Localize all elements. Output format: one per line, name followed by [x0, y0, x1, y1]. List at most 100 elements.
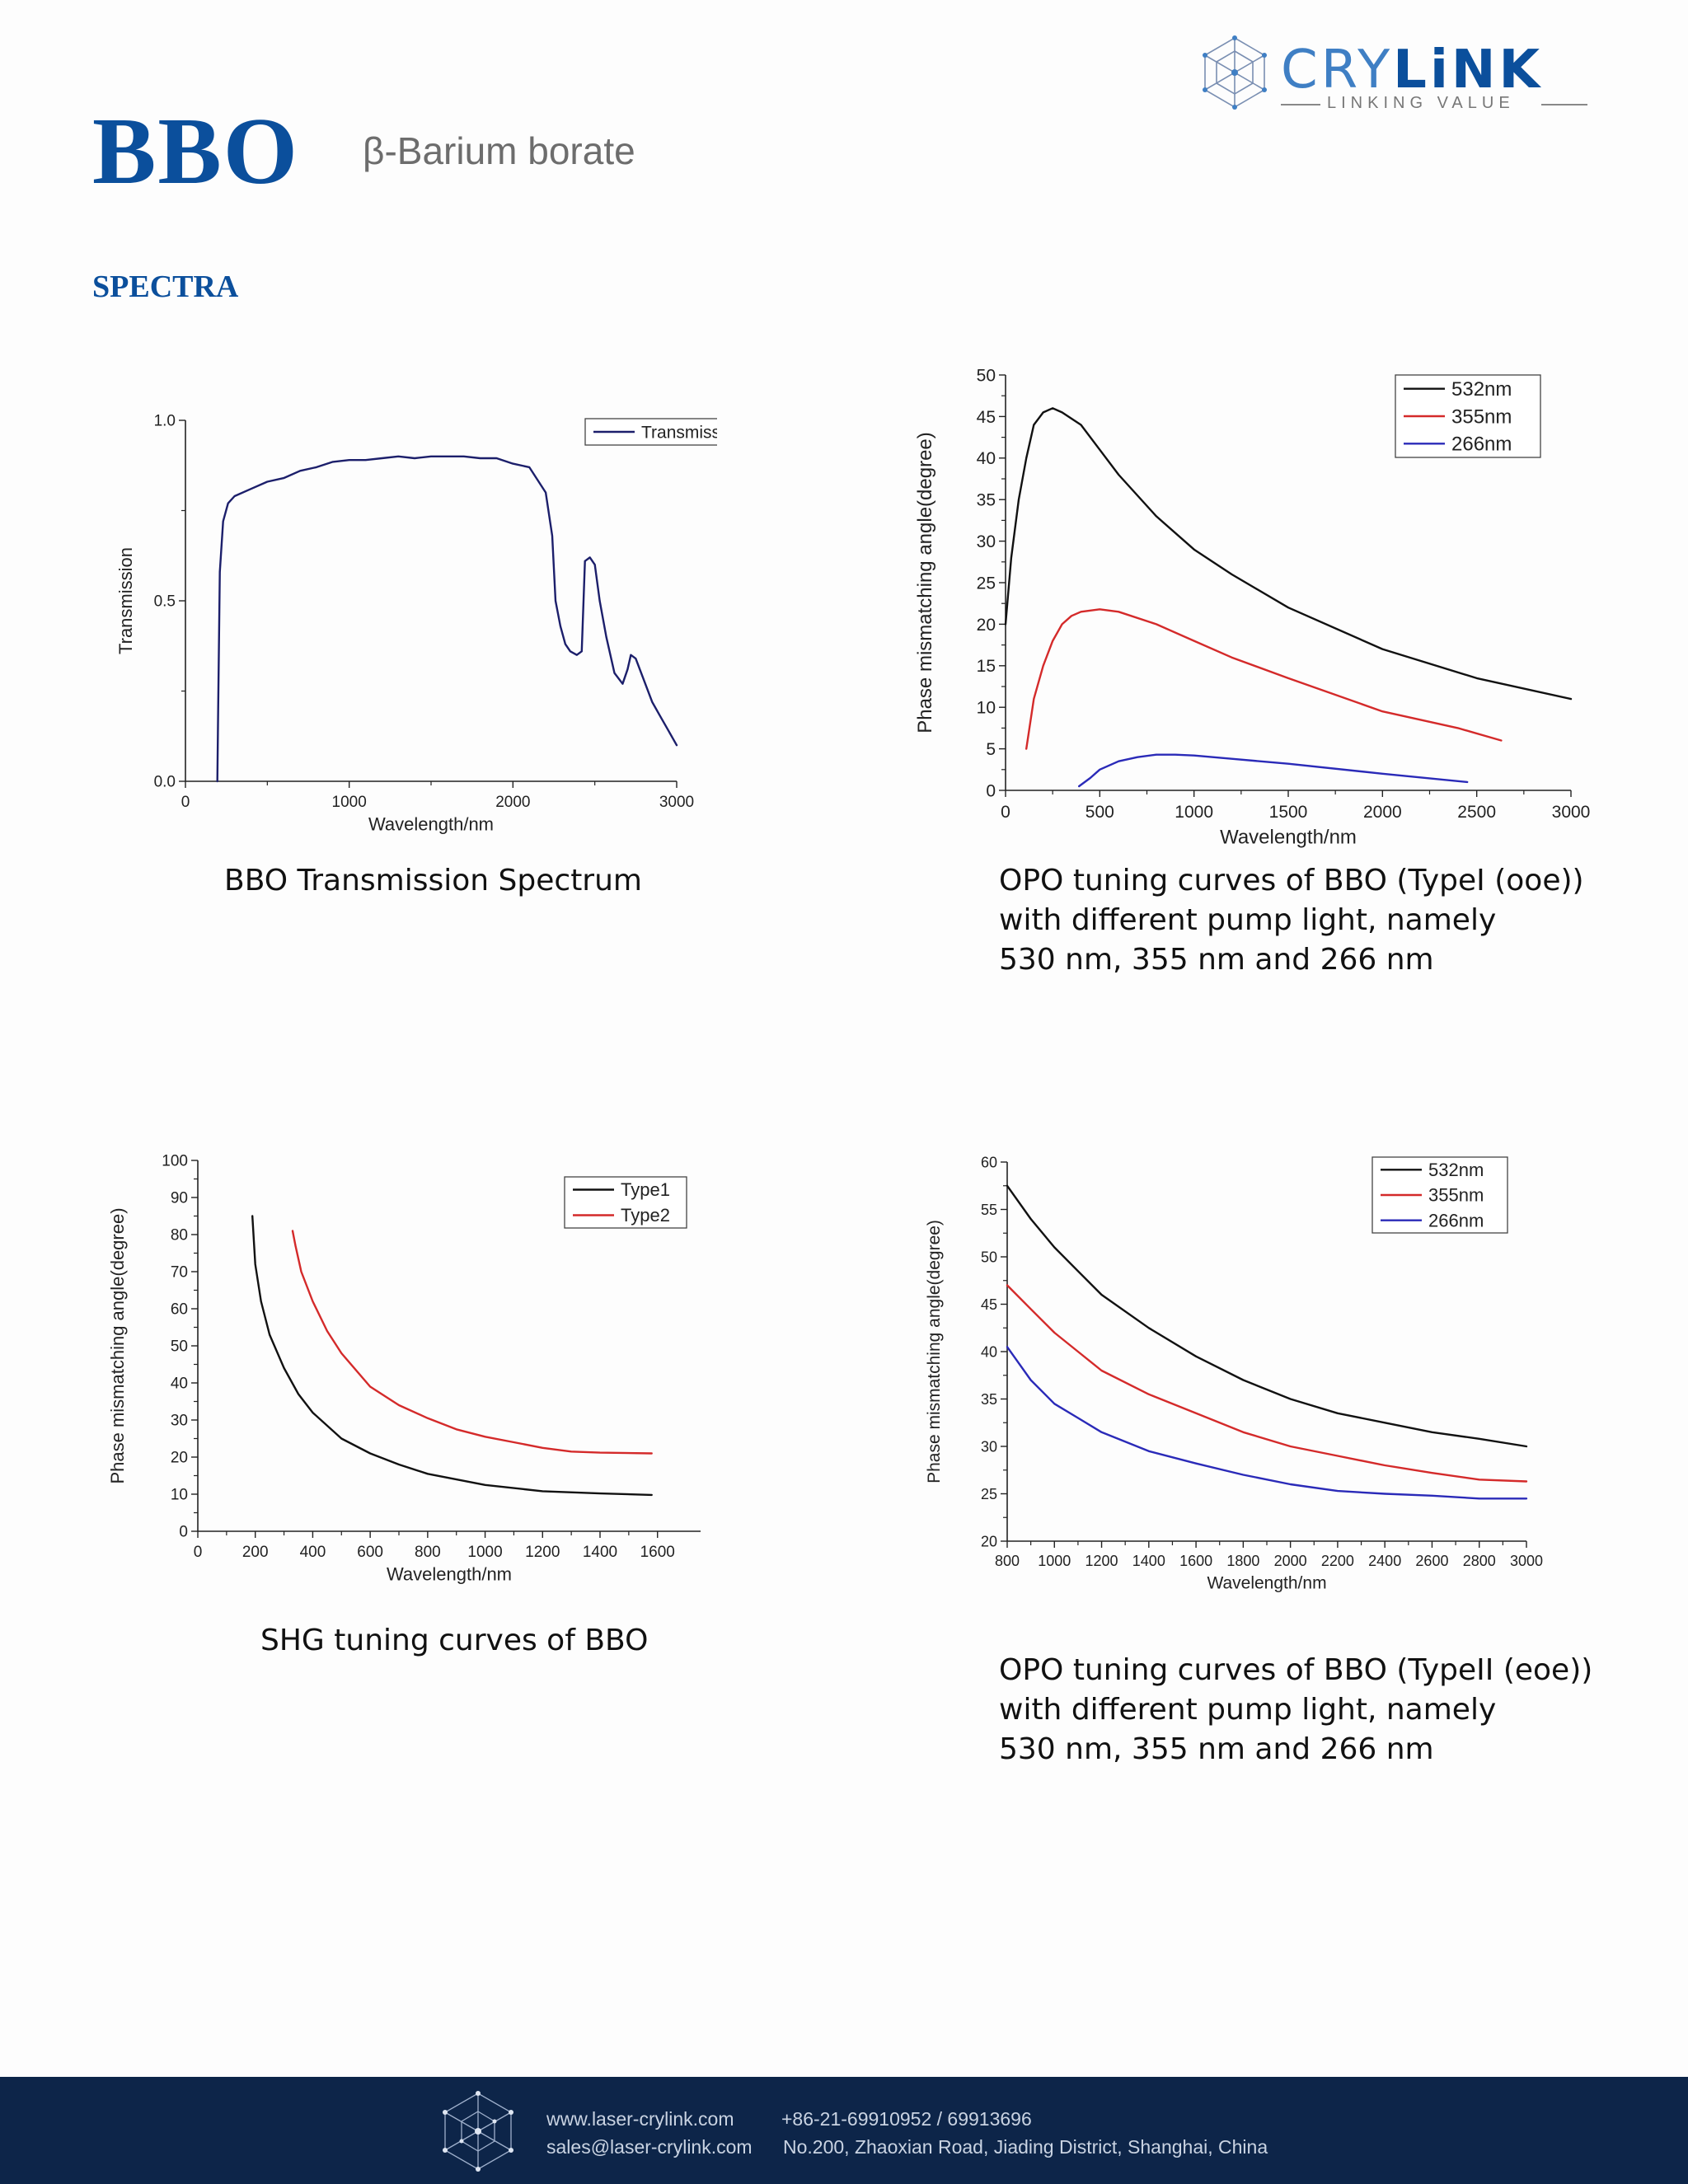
chart3-y-tick-label: 35: [981, 1391, 997, 1408]
caption-opo-type2-line1: OPO tuning curves of BBO (TypeII (eoe)): [999, 1653, 1593, 1687]
chart1-x-tick-label: 2000: [1363, 803, 1402, 822]
chart3-x-tick-label: 2400: [1368, 1553, 1401, 1569]
chart2-x-tick-label: 0: [194, 1544, 203, 1561]
chart2-x-tick-label: 1400: [583, 1544, 617, 1561]
chart0-y-axis-title: Transmission: [115, 547, 136, 654]
chart2-legend-box: [564, 1176, 687, 1229]
chart2-series-type1-line: [251, 1215, 653, 1497]
chart3-x-tick-label: 1800: [1226, 1553, 1259, 1569]
chart0-x-tick-label: 3000: [659, 794, 694, 811]
chart3-legend-label: 532nm: [1428, 1160, 1484, 1180]
chart1-x-tick-label: 2500: [1457, 803, 1496, 822]
chart1-x-tick-label: 3000: [1552, 803, 1591, 822]
shg-chart: 0 200 400 600 800 1000 1200 1400 1600 0 10 20 30 40 50…: [91, 1146, 725, 1599]
chart3-x-tick-label: 1600: [1179, 1553, 1212, 1569]
chart3-y-tick-label: 25: [981, 1486, 997, 1502]
product-subtitle: β-Barium borate: [363, 129, 635, 172]
chart2-y-tick-label: 100: [162, 1153, 188, 1170]
chart1-x-tick-label: 1500: [1269, 803, 1308, 822]
chart0-series-transmission-line: [216, 455, 678, 783]
chart2-y-tick-label: 0: [179, 1524, 188, 1541]
footer-email[interactable]: sales@laser-crylink.com: [546, 2136, 753, 2158]
logo-divider-left: [1281, 104, 1320, 105]
logo-wordmark: CRYLiNK: [1281, 40, 1543, 101]
logo-hexagon-icon: [1203, 35, 1267, 110]
chart2-y-tick-label: 20: [171, 1450, 188, 1467]
chart1-legend-label: 355nm: [1451, 405, 1512, 428]
logo-wordmark-link: LiNK: [1393, 40, 1544, 101]
opo-type1-chart-svg: 0 500 1000 1500 2000 2500 3000 0 5 10 15 20 25 30 35 40…: [914, 366, 1591, 848]
chart3-x-tick-label: 2800: [1463, 1553, 1496, 1569]
chart1-series-532nm-line: [1004, 407, 1573, 701]
chart1-y-tick-label: 5: [986, 740, 996, 759]
footer-phone: +86-21-69910952 / 69913696: [781, 2108, 1032, 2130]
chart3-series-266nm-line: [1006, 1346, 1528, 1500]
chart2-y-tick-label: 70: [171, 1264, 188, 1282]
crylink-logo: CRYLiNK LINKING VALUE: [1195, 33, 1591, 115]
chart3-x-tick-label: 2000: [1274, 1553, 1307, 1569]
caption-opo-type1-line2: with different pump light, namely: [999, 903, 1497, 937]
chart3-x-tick-label: 1200: [1085, 1553, 1118, 1569]
chart3-x-axis-title: Wavelength/nm: [1207, 1573, 1326, 1592]
footer-address: No.200, Zhaoxian Road, Jiading District,…: [783, 2136, 1268, 2158]
opo-type2-chart-svg: 800 1000 1200 1400 1600 1800 2000 2200 2400 2600 2…: [925, 1154, 1543, 1592]
chart2-y-tick-label: 40: [171, 1376, 188, 1393]
chart1-series-266nm-line: [1077, 753, 1469, 788]
chart2-y-tick-label: 80: [171, 1227, 188, 1244]
logo-divider-right: [1541, 104, 1587, 105]
transmission-chart-svg: 0 1000 2000 3000 0.0 0.5 1.0 Wavelength/nm Trans…: [115, 413, 717, 835]
chart2-series-type2-line: [291, 1230, 653, 1455]
chart3-x-tick-label: 800: [995, 1553, 1020, 1569]
chart2-y-tick-label: 30: [171, 1413, 188, 1430]
chart0-x-tick-label: 0: [181, 794, 190, 811]
chart2-y-tick-label: 60: [171, 1301, 188, 1319]
transmission-chart: 0 1000 2000 3000 0.0 0.5 1.0 Wavelength/nm Trans…: [91, 387, 717, 857]
product-title: BBO: [92, 99, 299, 204]
chart2-x-tick-label: 1200: [525, 1544, 560, 1561]
chart3-y-tick-label: 45: [981, 1296, 997, 1313]
chart0-y-tick-label: 1.0: [154, 413, 176, 430]
chart0-x-axis-title: Wavelength/nm: [368, 814, 494, 835]
chart1-x-tick-label: 500: [1085, 803, 1114, 822]
chart3-x-tick-label: 1000: [1038, 1553, 1071, 1569]
chart2-x-tick-label: 800: [415, 1544, 441, 1561]
caption-opo-type2-line3: 530 nm, 355 nm and 266 nm: [999, 1732, 1434, 1766]
caption-transmission: BBO Transmission Spectrum: [224, 864, 642, 898]
chart2-y-tick-label: 90: [171, 1190, 188, 1207]
caption-opo-type1: OPO tuning curves of BBO (TypeI (ooe)) w…: [999, 861, 1584, 980]
chart3-y-tick-label: 50: [981, 1249, 997, 1265]
chart3-y-tick-label: 55: [981, 1202, 997, 1218]
caption-opo-type2-line2: with different pump light, namely: [999, 1693, 1497, 1727]
chart1-series-355nm-line: [1025, 608, 1503, 750]
chart0-y-tick-label: 0.0: [154, 774, 176, 791]
chart3-x-tick-label: 2200: [1321, 1553, 1354, 1569]
chart3-x-tick-label: 1400: [1132, 1553, 1165, 1569]
chart1-y-tick-label: 15: [977, 657, 996, 676]
chart1-y-tick-label: 25: [977, 574, 996, 593]
shg-chart-svg: 0 200 400 600 800 1000 1200 1400 1600 0 10 20 30 40 50…: [107, 1153, 701, 1585]
chart2-x-axis-title: Wavelength/nm: [387, 1564, 512, 1585]
chart3-legend-label: 355nm: [1428, 1185, 1484, 1206]
chart2-y-axis-title: Phase mismatching angle(degree): [107, 1207, 128, 1483]
chart1-y-tick-label: 50: [977, 366, 996, 385]
chart2-x-tick-label: 1000: [467, 1544, 502, 1561]
chart3-legend-label: 266nm: [1428, 1210, 1484, 1230]
footer-network-icon: [443, 2091, 513, 2172]
chart1-y-tick-label: 40: [977, 449, 996, 468]
logo-tagline: LINKING VALUE: [1327, 94, 1515, 112]
chart1-y-tick-label: 45: [977, 408, 996, 427]
caption-opo-type1-line3: 530 nm, 355 nm and 266 nm: [999, 943, 1434, 977]
chart2-x-tick-label: 200: [242, 1544, 269, 1561]
chart1-y-tick-label: 20: [977, 616, 996, 635]
logo-wordmark-cry: CRY: [1281, 40, 1394, 101]
chart1-x-tick-label: 0: [1001, 803, 1010, 822]
footer-website[interactable]: www.laser-crylink.com: [546, 2108, 734, 2130]
opo-type1-chart: 0 500 1000 1500 2000 2500 3000 0 5 10 15 20 25 30 35 40…: [907, 354, 1615, 874]
chart2-x-tick-label: 400: [300, 1544, 326, 1561]
chart1-legend-label: 266nm: [1451, 434, 1512, 456]
opo-type2-chart: 800 1000 1200 1400 1600 1800 2000 2200 2400 2600 2…: [915, 1146, 1599, 1615]
chart1-legend-label: 532nm: [1451, 378, 1512, 401]
caption-opo-type2: OPO tuning curves of BBO (TypeII (eoe)) …: [999, 1651, 1592, 1769]
chart0-x-tick-label: 1000: [332, 794, 367, 811]
chart1-y-tick-label: 0: [986, 781, 996, 800]
